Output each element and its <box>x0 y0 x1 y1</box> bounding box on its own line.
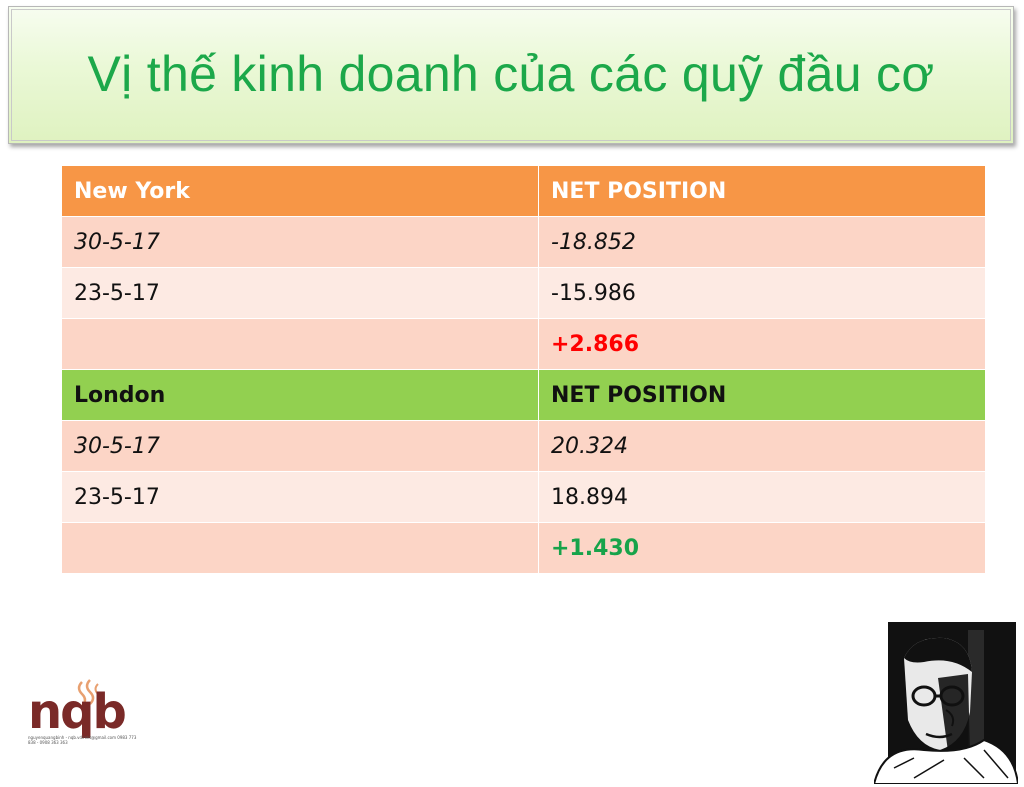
table-row: 23-5-17 18.894 <box>61 471 986 523</box>
table-header-new-york: New York NET POSITION <box>61 165 986 217</box>
table-row: 30-5-17 20.324 <box>61 420 986 472</box>
value-cell: -18.852 <box>538 216 986 268</box>
date-cell: 30-5-17 <box>61 216 539 268</box>
title-box: Vị thế kinh doanh của các quỹ đầu cơ <box>8 6 1014 144</box>
value-cell: -15.986 <box>538 267 986 319</box>
value-cell: 20.324 <box>538 420 986 472</box>
value-cell: 18.894 <box>538 471 986 523</box>
header-cell-net-position: NET POSITION <box>538 369 986 421</box>
date-cell: 30-5-17 <box>61 420 539 472</box>
date-cell: 23-5-17 <box>61 267 539 319</box>
net-position-table: New York NET POSITION 30-5-17 -18.852 23… <box>61 165 986 574</box>
change-value-cell: +2.866 <box>538 318 986 370</box>
table-header-london: London NET POSITION <box>61 369 986 421</box>
empty-cell <box>61 522 539 574</box>
steam-icon <box>77 679 102 707</box>
table-row: 23-5-17 -15.986 <box>61 267 986 319</box>
nqb-logo: nqb nguyenquangbinh - nqb.vdirekt@gmail.… <box>24 678 146 750</box>
header-cell-market: London <box>61 369 539 421</box>
date-cell: 23-5-17 <box>61 471 539 523</box>
portrait-sketch-image <box>874 618 1018 784</box>
empty-cell <box>61 318 539 370</box>
table-row-change: +1.430 <box>61 522 986 574</box>
logo-text: nqb <box>28 684 127 740</box>
page-title: Vị thế kinh doanh của các quỹ đầu cơ <box>87 46 935 102</box>
header-cell-market: New York <box>61 165 539 217</box>
table-row-change: +2.866 <box>61 318 986 370</box>
header-cell-net-position: NET POSITION <box>538 165 986 217</box>
logo-subtext: nguyenquangbinh - nqb.vdirekt@gmail.com … <box>28 735 137 745</box>
table-row: 30-5-17 -18.852 <box>61 216 986 268</box>
change-value-cell: +1.430 <box>538 522 986 574</box>
